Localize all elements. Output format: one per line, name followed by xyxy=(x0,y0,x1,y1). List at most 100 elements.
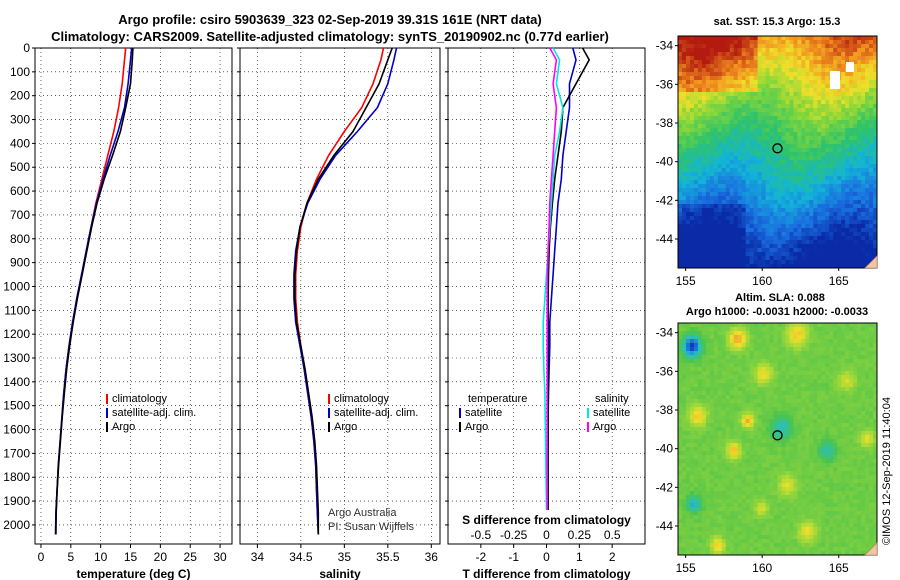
heatmap-cell xyxy=(769,156,774,161)
heatmap-cell xyxy=(733,220,739,225)
heatmap-cell xyxy=(765,52,770,57)
heatmap-cell xyxy=(805,44,810,49)
heatmap-cell xyxy=(853,84,858,89)
heatmap-cell xyxy=(769,200,774,205)
heatmap-cell xyxy=(705,244,711,249)
heatmap-cell xyxy=(861,423,866,428)
heatmap-cell xyxy=(837,419,842,424)
heatmap-cell xyxy=(757,212,762,217)
heatmap-cell xyxy=(781,387,786,392)
heatmap-cell xyxy=(849,40,854,45)
heatmap-cell xyxy=(717,395,723,400)
heatmap-cell xyxy=(678,359,683,364)
heatmap-cell xyxy=(797,260,802,265)
heatmap-cell xyxy=(809,431,814,436)
heatmap-cell xyxy=(701,196,707,201)
heatmap-cell xyxy=(873,411,878,416)
y-tick-label: 100 xyxy=(10,65,30,79)
heatmap-cell xyxy=(777,196,782,201)
heatmap-cell xyxy=(813,359,818,364)
heatmap-cell xyxy=(685,112,691,117)
heatmap-cell xyxy=(709,120,715,125)
heatmap-cell xyxy=(857,423,862,428)
heatmap-cell xyxy=(833,240,838,245)
x-tick-label: 0 xyxy=(38,550,45,564)
heatmap-cell xyxy=(709,395,715,400)
heatmap-cell xyxy=(837,451,842,456)
heatmap-cell xyxy=(705,68,711,73)
heatmap-cell xyxy=(761,140,766,145)
heatmap-cell xyxy=(765,240,770,245)
heatmap-cell xyxy=(697,60,703,65)
heatmap-cell xyxy=(817,335,822,340)
heatmap-cell xyxy=(701,176,707,181)
heatmap-cell xyxy=(825,403,830,408)
heatmap-cell xyxy=(729,359,735,364)
heatmap-cell xyxy=(825,359,830,364)
heatmap-cell xyxy=(797,387,802,392)
heatmap-cell xyxy=(841,176,846,181)
heatmap-cell xyxy=(685,44,691,49)
heatmap-cell xyxy=(825,196,830,201)
heatmap-cell xyxy=(833,64,838,69)
heatmap-cell xyxy=(685,64,691,69)
heatmap-cell xyxy=(685,367,691,372)
heatmap-cell xyxy=(825,48,830,53)
heatmap-cell xyxy=(681,136,687,141)
heatmap-cell xyxy=(749,427,755,432)
heatmap-cell xyxy=(678,351,683,356)
heatmap-cell xyxy=(801,136,806,141)
heatmap-cell xyxy=(733,56,739,61)
heatmap-cell xyxy=(681,180,687,185)
heatmap-cell xyxy=(737,220,743,225)
heatmap-cell xyxy=(789,64,794,69)
heatmap-cell xyxy=(685,36,691,41)
heatmap-cell xyxy=(805,399,810,404)
heatmap-cell xyxy=(733,192,739,197)
heatmap-cell xyxy=(733,200,739,205)
heatmap-cell xyxy=(733,68,739,73)
heatmap-cell xyxy=(869,172,874,177)
heatmap-cell xyxy=(785,100,790,105)
heatmap-cell xyxy=(809,451,814,456)
heatmap-cell xyxy=(737,68,743,73)
heatmap-cell xyxy=(865,455,870,460)
heatmap-cell xyxy=(761,415,766,420)
heatmap-cell xyxy=(749,407,755,412)
heatmap-cell xyxy=(833,116,838,121)
heatmap-cell xyxy=(777,439,782,444)
heatmap-cell xyxy=(797,196,802,201)
heatmap-cell xyxy=(721,36,727,41)
heatmap-cell xyxy=(781,256,786,261)
heatmap-cell xyxy=(678,415,683,420)
heatmap-cell xyxy=(681,443,687,448)
heatmap-cell xyxy=(725,104,731,109)
heatmap-cell xyxy=(797,407,802,412)
heatmap-cell xyxy=(861,371,866,376)
heatmap-cell xyxy=(837,367,842,372)
heatmap-cell xyxy=(693,156,699,161)
heatmap-cell xyxy=(765,164,770,169)
heatmap-cell xyxy=(817,164,822,169)
heatmap-cell xyxy=(861,196,866,201)
heatmap-cell xyxy=(697,244,703,249)
heatmap-cell xyxy=(817,124,822,129)
heatmap-cell xyxy=(678,156,683,161)
heatmap-cell xyxy=(857,407,862,412)
heatmap-cell xyxy=(873,96,878,101)
heatmap-cell xyxy=(853,196,858,201)
heatmap-cell xyxy=(729,188,735,193)
heatmap-cell xyxy=(813,220,818,225)
heatmap-cell xyxy=(873,56,878,61)
heatmap-cell xyxy=(689,172,695,177)
heatmap-cell xyxy=(737,399,743,404)
heatmap-cell xyxy=(777,96,782,101)
heatmap-cell xyxy=(705,212,711,217)
heatmap-cell xyxy=(781,339,786,344)
heatmap-cell xyxy=(773,152,778,157)
heatmap-cell xyxy=(853,379,858,384)
heatmap-cell xyxy=(813,76,818,81)
heatmap-cell xyxy=(841,180,846,185)
heatmap-cell xyxy=(785,120,790,125)
heatmap-cell xyxy=(693,244,699,249)
